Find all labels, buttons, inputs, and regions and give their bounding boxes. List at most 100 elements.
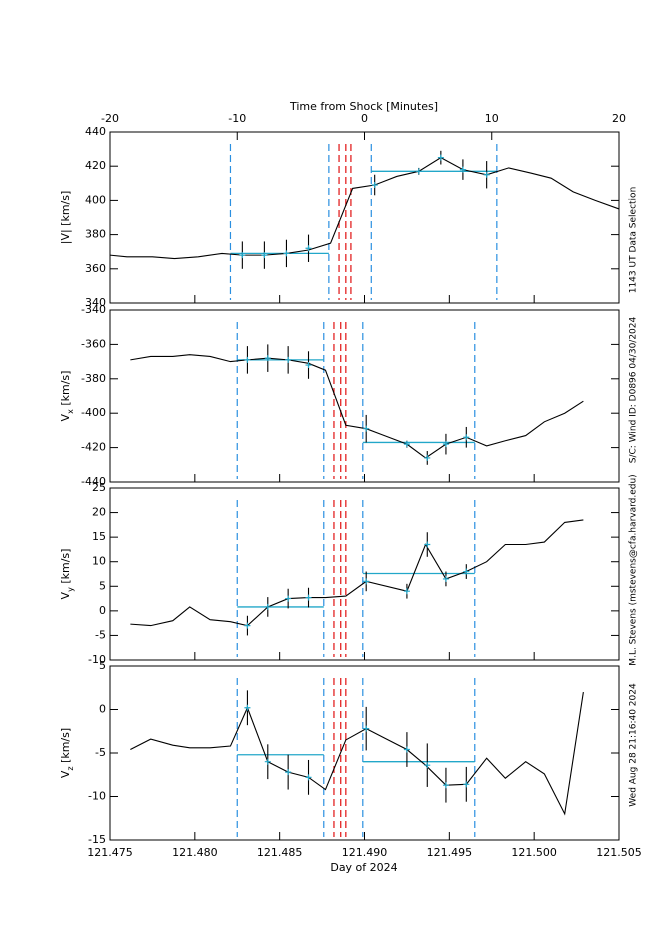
y-axis-title-unit: [km/s]: [59, 371, 72, 410]
data-point: [264, 758, 271, 765]
y-axis-title: Vy [km/s]: [59, 549, 75, 600]
side-note: Wed Aug 28 21:16:40 2024: [629, 683, 639, 807]
plot-frame: [109, 309, 620, 483]
y-axis-title-unit: [km/s]: [59, 549, 72, 588]
x-tick-label: 121.500: [511, 846, 557, 859]
data-point: [305, 245, 312, 252]
x-tick-label: 121.475: [87, 846, 133, 859]
x-tick-label: 121.480: [172, 846, 218, 859]
y-tick-label: -10: [88, 653, 106, 666]
data-point: [305, 774, 312, 781]
y-axis-title-sub: y: [66, 587, 75, 592]
y-tick-label: -340: [81, 303, 106, 316]
x-tick-label: 121.485: [257, 846, 303, 859]
y-tick-label: 5: [99, 659, 106, 672]
y-tick-label: 15: [92, 530, 106, 543]
data-point: [305, 594, 312, 601]
data-point: [363, 425, 370, 432]
data-point: [305, 362, 312, 369]
y-axis-title-main: |V| [km/s]: [59, 191, 72, 245]
y-tick-label: 400: [85, 193, 106, 206]
y-tick-label: 360: [85, 262, 106, 275]
top-tick-label: -20: [101, 112, 119, 125]
data-point: [463, 568, 470, 575]
y-tick-label: -360: [81, 337, 106, 350]
data-point: [463, 781, 470, 788]
data-point: [264, 355, 271, 362]
data-point: [285, 769, 292, 776]
data-point: [442, 575, 449, 582]
y-axis-title: Vz [km/s]: [59, 728, 75, 778]
y-tick-label: 0: [99, 703, 106, 716]
y-tick-label: 0: [99, 604, 106, 617]
y-axis-title-sub: z: [66, 766, 75, 770]
data-line: [130, 354, 584, 459]
y-tick-label: 340: [85, 296, 106, 309]
y-tick-label: -420: [81, 441, 106, 454]
y-tick-label: 20: [92, 506, 106, 519]
data-point: [403, 746, 410, 753]
y-axis-title: Vx [km/s]: [59, 371, 75, 422]
data-point: [403, 588, 410, 595]
data-point: [283, 250, 290, 257]
y-tick-label: -10: [88, 790, 106, 803]
data-point: [244, 704, 251, 711]
data-point: [415, 168, 422, 175]
data-point: [244, 356, 251, 363]
y-tick-label: -440: [81, 475, 106, 488]
data-line: [109, 157, 620, 260]
y-tick-label: 25: [92, 481, 106, 494]
data-point: [371, 182, 378, 189]
data-point: [264, 603, 271, 610]
top-tick-label: 20: [612, 112, 626, 125]
side-note: S/C: Wind ID: D0896 04/30/2024: [629, 317, 639, 464]
data-line: [130, 519, 584, 627]
x-tick-label: 121.490: [342, 846, 388, 859]
y-axis-title-main: V: [59, 413, 72, 421]
x-tick-label: 121.505: [596, 846, 642, 859]
y-axis-title-unit: [km/s]: [59, 728, 72, 767]
data-point: [459, 166, 466, 173]
data-point: [285, 356, 292, 363]
data-point: [285, 595, 292, 602]
data-point: [244, 622, 251, 629]
y-axis-title-sub: x: [66, 409, 75, 414]
data-point: [239, 252, 246, 259]
y-tick-label: -5: [95, 746, 106, 759]
y-tick-label: 420: [85, 159, 106, 172]
x-axis-title: Day of 2024: [330, 861, 397, 874]
data-point: [483, 171, 490, 178]
plot-frame: [109, 131, 620, 304]
side-note: 1143 UT Data Selection: [629, 187, 639, 294]
data-point: [403, 441, 410, 448]
y-tick-label: -15: [88, 833, 106, 846]
data-point: [424, 454, 431, 461]
y-tick-label: -5: [95, 628, 106, 641]
data-point: [463, 434, 470, 441]
y-axis-title: |V| [km/s]: [59, 191, 72, 245]
y-tick-label: -400: [81, 406, 106, 419]
y-tick-label: 440: [85, 125, 106, 138]
y-axis-title-main: V: [59, 770, 72, 778]
data-point: [363, 725, 370, 732]
x-tick-label: 121.495: [427, 846, 473, 859]
y-tick-label: 10: [92, 555, 106, 568]
data-line: [130, 692, 584, 816]
data-point: [363, 578, 370, 585]
top-tick-label: -10: [228, 112, 246, 125]
y-axis-title-main: V: [59, 591, 72, 599]
top-tick-label: 10: [485, 112, 499, 125]
top-axis-title: Time from Shock [Minutes]: [289, 100, 438, 113]
y-tick-label: 380: [85, 228, 106, 241]
data-point: [424, 762, 431, 769]
data-point: [437, 154, 444, 161]
plot-frame: [109, 665, 620, 841]
data-point: [261, 252, 268, 259]
top-tick-label: 0: [361, 112, 368, 125]
side-note: M.L. Stevens (mstevens@cfa.harvard.edu): [629, 474, 639, 665]
data-point: [442, 441, 449, 448]
data-point: [424, 541, 431, 548]
data-point: [442, 782, 449, 789]
y-tick-label: -380: [81, 372, 106, 385]
